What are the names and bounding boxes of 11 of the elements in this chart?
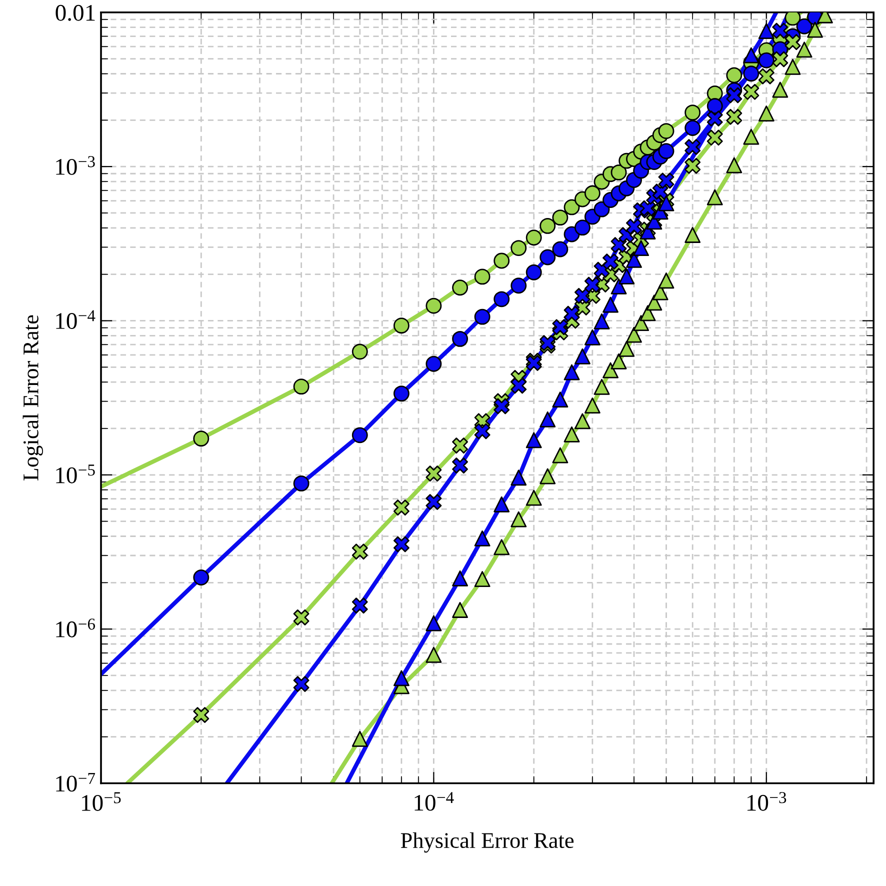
x-tick-label: 10$^{−4}$ [414,792,454,811]
x-axis-title: Physical Error Rate [400,832,574,853]
y-axis-title: Logical Error Rate [22,315,44,480]
y-tick-label: 10$^{−5}$ [56,464,95,484]
x-tick-label: 10$^{−3}$ [747,792,786,811]
y-tick-label: 10$^{−7}$ [56,773,96,792]
y-tick-label: 10$^{−4}$ [56,310,96,329]
y-tick-label: 10$^{−6}$ [56,618,96,638]
y-tick-label: 10$^{−3}$ [56,156,95,175]
y-tick-label: 0.01 [56,4,95,21]
x-tick-label: 10$^{−5}$ [82,792,121,811]
